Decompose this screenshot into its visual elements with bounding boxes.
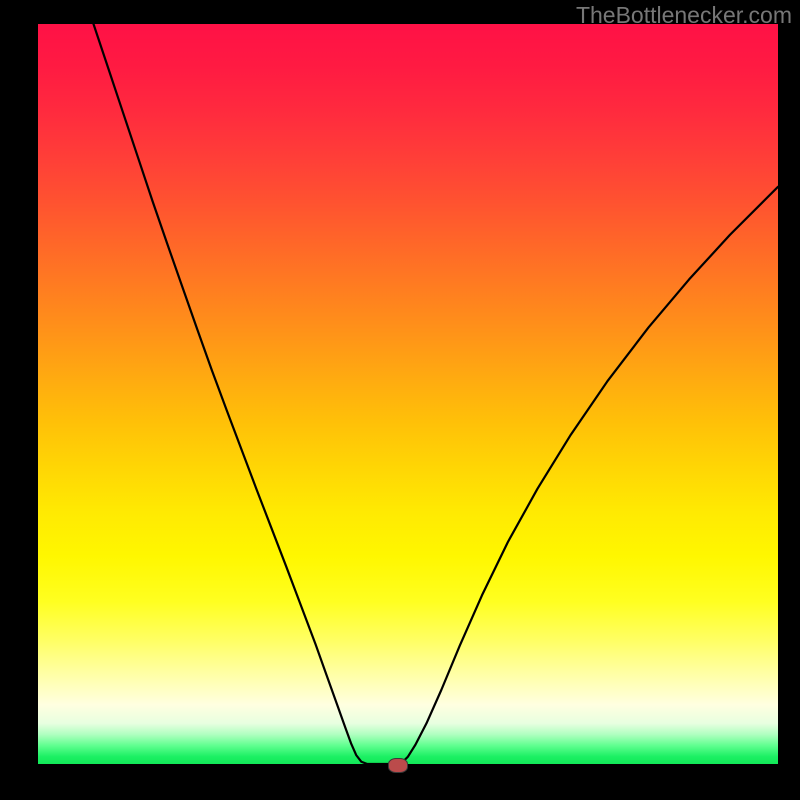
bottleneck-chart: TheBottlenecker.com bbox=[0, 0, 800, 800]
plot-background bbox=[38, 24, 778, 764]
plot-area bbox=[38, 24, 778, 764]
optimum-marker bbox=[388, 758, 408, 773]
watermark-text: TheBottlenecker.com bbox=[576, 2, 792, 29]
